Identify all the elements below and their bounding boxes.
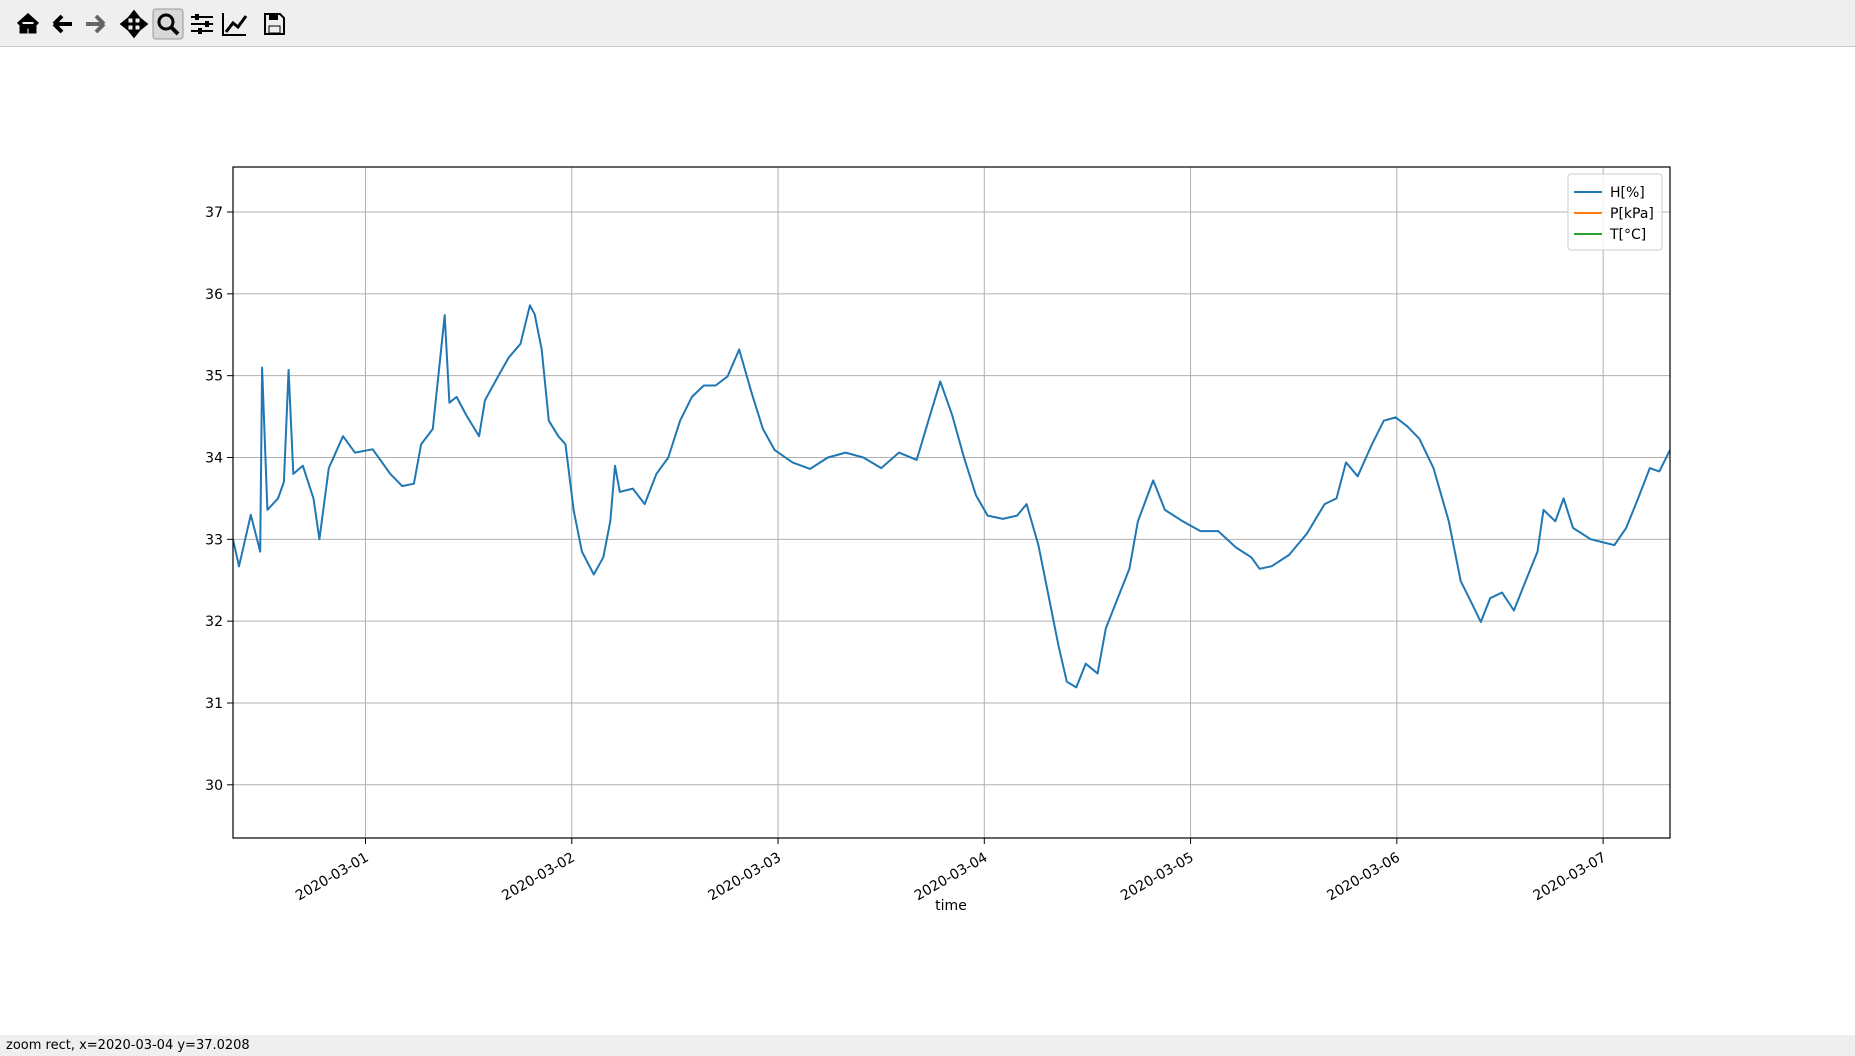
edit-axes-button[interactable] — [222, 13, 248, 36]
zoom-button[interactable] — [152, 8, 184, 40]
axes-frame — [232, 166, 1671, 839]
status-bar: zoom rect, x=2020-03-04 y=37.0208 — [0, 1035, 1855, 1056]
data-line — [233, 304, 1670, 689]
forward-button[interactable] — [86, 14, 106, 34]
y-tick-label: 37 — [205, 205, 223, 221]
x-tick-label: 2020-03-01 — [293, 850, 371, 905]
y-tick-label: 31 — [205, 696, 223, 712]
back-button[interactable] — [52, 14, 72, 34]
x-tick-label: 2020-03-03 — [706, 850, 784, 905]
y-tick-label: 30 — [205, 778, 223, 794]
plot-area — [233, 167, 1670, 838]
x-tick-label: 2020-03-07 — [1531, 850, 1609, 905]
legend-label: T[°C] — [1609, 227, 1646, 243]
y-tick-label: 32 — [205, 614, 223, 630]
x-axis-label: time — [935, 898, 967, 914]
x-tick-label: 2020-03-02 — [499, 850, 577, 905]
y-tick-label: 36 — [205, 287, 223, 303]
x-tick-label: 2020-03-06 — [1324, 850, 1403, 905]
x-tick-label: 2020-03-04 — [912, 850, 991, 905]
figure: time 30 31 32 33 34 35 36 37 2020-03-01 2020-03-0… — [205, 166, 1671, 914]
toolbar — [0, 0, 1855, 47]
home-button[interactable] — [16, 12, 40, 34]
y-tick-label: 35 — [205, 369, 223, 385]
legend-label: P[kPa] — [1610, 206, 1654, 222]
legend-label: H[%] — [1610, 185, 1645, 201]
y-tick-label: 33 — [205, 532, 223, 548]
x-tick-label: 2020-03-05 — [1118, 850, 1196, 905]
pan-button[interactable] — [119, 9, 149, 39]
configure-button[interactable] — [191, 14, 213, 34]
save-button[interactable] — [264, 13, 285, 35]
y-tick-label: 34 — [205, 450, 223, 466]
